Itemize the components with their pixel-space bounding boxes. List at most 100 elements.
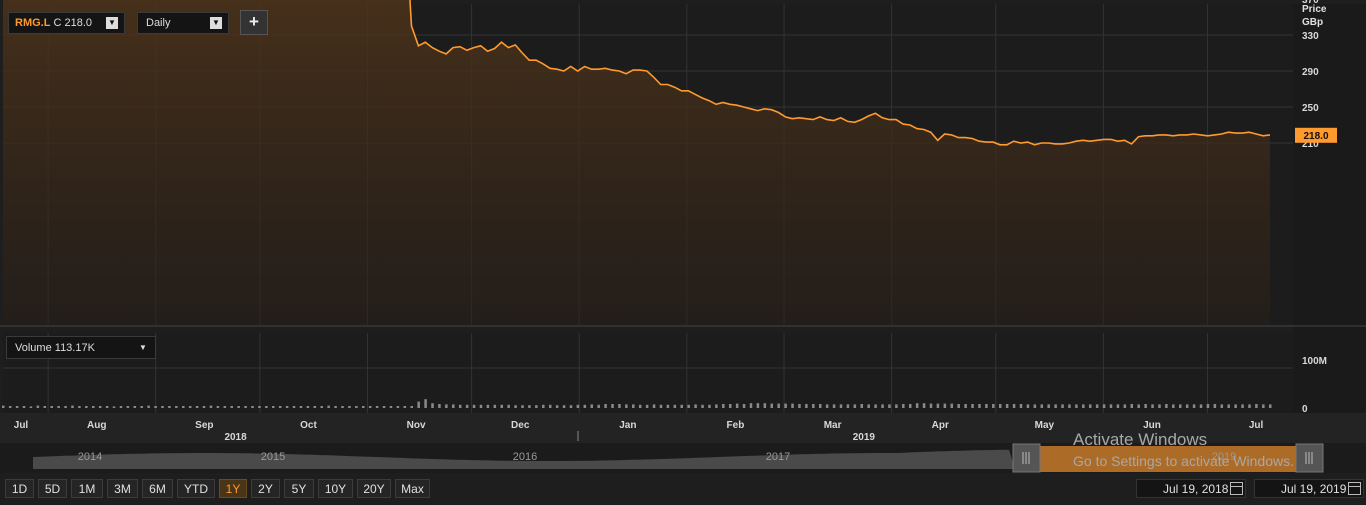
range-button-5d[interactable]: 5D	[38, 479, 67, 498]
range-button-20y[interactable]: 20Y	[357, 479, 391, 498]
volume-bar	[348, 406, 351, 408]
volume-bar	[230, 406, 233, 408]
chevron-down-icon[interactable]: ▼	[139, 343, 147, 352]
date-axis-band	[0, 413, 1366, 443]
volume-value: 113.17K	[54, 342, 95, 354]
volume-bar	[1116, 404, 1120, 408]
volume-bar	[168, 406, 171, 408]
range-button-3m[interactable]: 3M	[107, 479, 138, 498]
volume-bar	[680, 404, 684, 408]
navigator-year-label: 2014	[78, 451, 102, 463]
volume-bar	[78, 406, 81, 408]
y-tick-label: 210	[1302, 139, 1319, 150]
volume-bar	[285, 406, 289, 408]
chevron-down-icon[interactable]: ▼	[106, 17, 118, 29]
calendar-icon[interactable]	[1230, 482, 1243, 495]
volume-bar	[175, 406, 178, 408]
range-button-1d[interactable]: 1D	[5, 479, 34, 498]
volume-bar	[1102, 404, 1106, 408]
volume-bar	[355, 406, 358, 408]
x-tick-label: Oct	[300, 420, 317, 431]
ticker-close-value: C 218.0	[53, 17, 93, 29]
range-button-2y[interactable]: 2Y	[251, 479, 280, 498]
range-button-ytd[interactable]: YTD	[177, 479, 215, 498]
volume-bar	[29, 406, 33, 408]
volume-bar	[493, 404, 497, 408]
x-tick-label: Nov	[407, 420, 426, 431]
last-price-label: 218.0	[1303, 131, 1328, 142]
volume-bar	[306, 406, 310, 408]
y-tick-label: 250	[1302, 103, 1319, 114]
volume-bar	[1040, 404, 1044, 408]
range-button-6m[interactable]: 6M	[142, 479, 173, 498]
volume-bar	[1075, 404, 1078, 408]
volume-bar	[1151, 404, 1154, 408]
volume-bar	[1158, 404, 1161, 408]
range-button-max[interactable]: Max	[395, 479, 430, 498]
volume-bar	[64, 406, 67, 408]
volume-label: Volume	[15, 342, 52, 354]
volume-bar	[278, 406, 282, 408]
volume-bar	[1137, 404, 1140, 408]
volume-bar	[396, 406, 400, 408]
right-axis-band	[1293, 4, 1366, 413]
range-button-10y[interactable]: 10Y	[318, 479, 353, 498]
volume-bar	[438, 404, 441, 408]
volume-bar	[313, 406, 317, 408]
volume-bar	[209, 405, 213, 408]
symbol-selector[interactable]: RMG.L C 218.0 ▼	[8, 12, 125, 34]
calendar-icon[interactable]	[1348, 482, 1361, 495]
volume-bar	[964, 404, 967, 408]
date-from-field[interactable]: Jul 19, 2018	[1136, 479, 1246, 498]
volume-bar	[555, 405, 559, 408]
x-tick-label: Feb	[727, 420, 745, 431]
volume-bar	[1213, 404, 1217, 408]
volume-bar	[562, 405, 566, 408]
volume-bar	[1005, 404, 1009, 408]
date-to-field[interactable]: Jul 19, 2019	[1254, 479, 1364, 498]
volume-bar	[749, 403, 753, 408]
navigator-year-label: 2019	[1212, 451, 1236, 463]
volume-bar	[154, 406, 157, 408]
chevron-down-icon[interactable]: ▼	[210, 17, 222, 29]
range-button-1y[interactable]: 1Y	[219, 479, 247, 498]
range-button-1m[interactable]: 1M	[71, 479, 103, 498]
volume-bar	[112, 406, 116, 408]
volume-bar	[936, 403, 940, 408]
volume-bar	[43, 406, 47, 408]
volume-bar	[22, 406, 26, 408]
volume-bar	[1234, 404, 1237, 408]
volume-bar	[195, 406, 199, 408]
volume-bar	[8, 406, 12, 408]
volume-bar	[71, 405, 74, 408]
interval-selector[interactable]: Daily ▼	[137, 12, 229, 34]
volume-bar	[874, 404, 877, 408]
range-button-5y[interactable]: 5Y	[284, 479, 314, 498]
volume-selector[interactable]: Volume 113.17K ▼	[6, 336, 156, 359]
volume-bar	[998, 404, 1002, 408]
volume-bar	[1165, 404, 1168, 408]
volume-bar	[1199, 404, 1203, 408]
volume-bar	[36, 405, 40, 408]
volume-bar	[611, 404, 614, 408]
volume-tick-label: 100M	[1302, 356, 1327, 367]
volume-tick-label: 0	[1302, 404, 1308, 415]
navigator-year-label: 2015	[261, 451, 285, 463]
volume-bar	[832, 404, 836, 408]
volume-bar	[251, 406, 254, 408]
volume-bar	[1123, 404, 1127, 408]
add-indicator-button[interactable]: +	[240, 10, 268, 35]
volume-bar	[119, 406, 123, 408]
volume-bar	[618, 404, 621, 408]
x-tick-label: Jul	[14, 420, 29, 431]
volume-bar	[1033, 404, 1037, 408]
volume-bar	[265, 406, 268, 408]
navigator-area	[33, 449, 1015, 469]
volume-bar	[105, 406, 109, 408]
volume-bar	[410, 406, 413, 408]
volume-bar	[223, 406, 227, 408]
volume-bar	[521, 405, 524, 408]
volume-bar	[978, 404, 981, 408]
price-line	[409, 0, 1271, 146]
